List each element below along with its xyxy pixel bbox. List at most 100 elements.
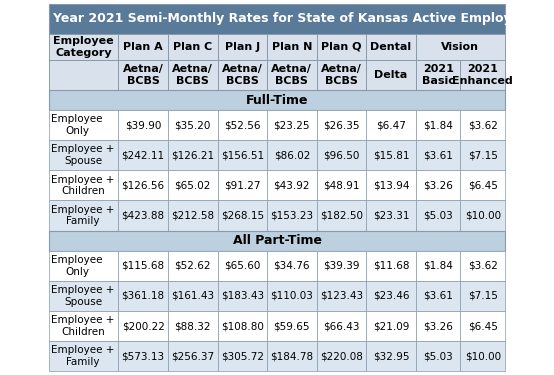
Bar (366, 110, 416, 140)
Bar (366, 311, 416, 341)
Text: $10.00: $10.00 (465, 210, 501, 220)
Text: $256.37: $256.37 (171, 351, 214, 361)
Bar (49, 281, 119, 311)
Bar (218, 34, 267, 60)
Text: $183.43: $183.43 (220, 291, 264, 301)
Bar (317, 341, 366, 371)
Bar (119, 341, 168, 371)
Text: $268.15: $268.15 (220, 210, 264, 220)
Text: $115.68: $115.68 (121, 261, 165, 271)
Bar (218, 201, 267, 231)
Text: $573.13: $573.13 (121, 351, 165, 361)
Text: $423.88: $423.88 (121, 210, 165, 220)
Bar (416, 311, 460, 341)
Text: $6.45: $6.45 (468, 180, 497, 190)
Text: Employee +
Spouse: Employee + Spouse (52, 144, 115, 166)
Bar (168, 281, 218, 311)
Text: $1.84: $1.84 (423, 120, 453, 130)
Bar (317, 60, 366, 90)
Bar (366, 251, 416, 281)
Text: $52.56: $52.56 (224, 120, 260, 130)
Bar (366, 34, 416, 60)
Bar (218, 60, 267, 90)
Bar (267, 281, 317, 311)
Bar (366, 341, 416, 371)
Text: $305.72: $305.72 (221, 351, 264, 361)
Bar (416, 201, 460, 231)
Bar (119, 140, 168, 170)
Bar (460, 251, 505, 281)
Bar (460, 110, 505, 140)
Text: Employee +
Family: Employee + Family (52, 345, 115, 367)
Text: $3.62: $3.62 (468, 261, 497, 271)
Bar (119, 251, 168, 281)
Bar (416, 170, 460, 201)
Text: Aetna/
BCBS: Aetna/ BCBS (172, 64, 213, 86)
Text: Employee
Category: Employee Category (53, 36, 114, 58)
Text: $156.51: $156.51 (220, 150, 264, 160)
Text: $108.80: $108.80 (221, 321, 264, 331)
Text: $123.43: $123.43 (320, 291, 363, 301)
Bar (49, 231, 505, 251)
Text: $3.61: $3.61 (423, 291, 453, 301)
Bar (416, 140, 460, 170)
Bar (119, 110, 168, 140)
Text: Employee +
Spouse: Employee + Spouse (52, 285, 115, 307)
Text: $11.68: $11.68 (373, 261, 409, 271)
Text: $3.61: $3.61 (423, 150, 453, 160)
Text: Plan A: Plan A (124, 42, 163, 52)
Bar (168, 110, 218, 140)
Bar (460, 60, 505, 90)
Bar (49, 341, 119, 371)
Bar (416, 341, 460, 371)
Text: $10.00: $10.00 (465, 351, 501, 361)
Bar (317, 170, 366, 201)
Bar (49, 251, 119, 281)
Bar (267, 60, 317, 90)
Bar (267, 170, 317, 201)
Bar (317, 201, 366, 231)
Text: $242.11: $242.11 (121, 150, 165, 160)
Text: $21.09: $21.09 (373, 321, 409, 331)
Text: $32.95: $32.95 (373, 351, 409, 361)
Text: $34.76: $34.76 (274, 261, 310, 271)
Bar (267, 140, 317, 170)
Bar (168, 170, 218, 201)
Text: Employee +
Children: Employee + Children (52, 175, 115, 196)
Bar (416, 110, 460, 140)
Bar (119, 311, 168, 341)
Text: Full-Time: Full-Time (246, 93, 308, 106)
Bar (366, 170, 416, 201)
Bar (267, 311, 317, 341)
Text: Employee
Only: Employee Only (52, 255, 103, 277)
Text: $3.26: $3.26 (423, 321, 453, 331)
Bar (49, 4, 505, 34)
Bar (49, 170, 119, 201)
Bar (460, 311, 505, 341)
Bar (460, 170, 505, 201)
Bar (267, 110, 317, 140)
Bar (460, 201, 505, 231)
Bar (119, 281, 168, 311)
Bar (168, 140, 218, 170)
Bar (218, 110, 267, 140)
Text: $126.21: $126.21 (171, 150, 214, 160)
Bar (366, 60, 416, 90)
Text: $110.03: $110.03 (270, 291, 314, 301)
Bar (49, 201, 119, 231)
Text: Aetna/
BCBS: Aetna/ BCBS (321, 64, 362, 86)
Text: $52.62: $52.62 (175, 261, 211, 271)
Text: Employee +
Family: Employee + Family (52, 205, 115, 226)
Bar (366, 140, 416, 170)
Bar (49, 140, 119, 170)
Bar (416, 34, 505, 60)
Bar (218, 311, 267, 341)
Bar (119, 170, 168, 201)
Text: $23.31: $23.31 (373, 210, 409, 220)
Text: Plan C: Plan C (173, 42, 212, 52)
Bar (218, 281, 267, 311)
Text: Plan N: Plan N (271, 42, 312, 52)
Bar (460, 341, 505, 371)
Text: $59.65: $59.65 (274, 321, 310, 331)
Bar (267, 34, 317, 60)
